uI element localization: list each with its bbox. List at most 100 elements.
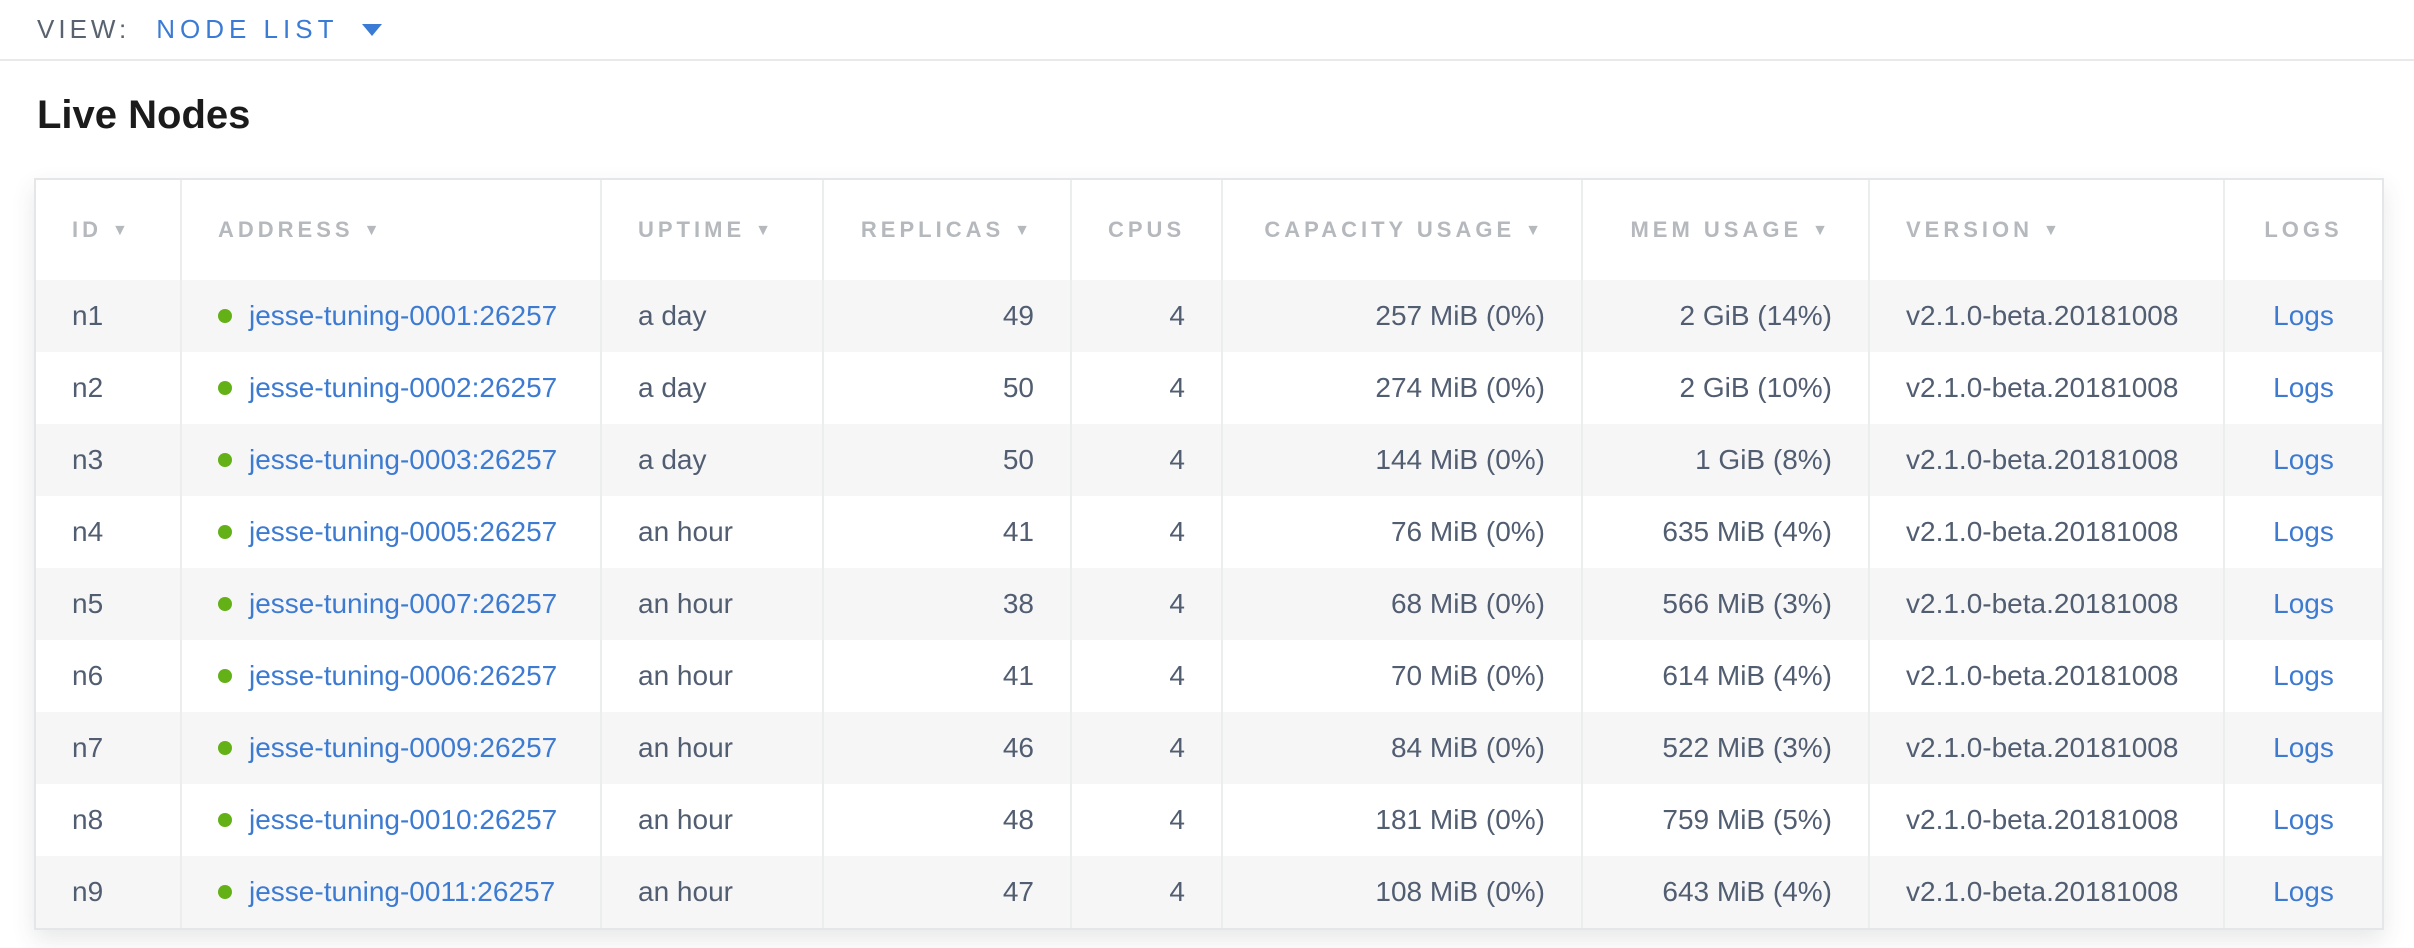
node-id-cell: n5 [36,568,182,640]
page-title: Live Nodes [37,93,251,137]
mem-usage-cell: 522 MiB (3%) [1583,712,1870,784]
version-cell: v2.1.0-beta.20181008 [1870,856,2225,928]
node-address-cell: jesse-tuning-0006:26257 [182,640,602,712]
node-address-cell: jesse-tuning-0001:26257 [182,280,602,352]
sort-arrow-icon: ▼ [2043,222,2063,239]
node-address-cell: jesse-tuning-0007:26257 [182,568,602,640]
node-row: n4 jesse-tuning-0005:26257 an hour 41 4 … [36,496,2382,568]
uptime-cell: a day [602,280,824,352]
logs-cell: Logs [2225,280,2382,352]
replicas-cell: 50 [824,352,1072,424]
logs-cell: Logs [2225,784,2382,856]
cpus-cell: 4 [1072,712,1223,784]
replicas-cell: 47 [824,856,1072,928]
logs-link[interactable]: Logs [2273,804,2334,835]
node-address-link[interactable]: jesse-tuning-0010:26257 [249,804,558,835]
node-row: n6 jesse-tuning-0006:26257 an hour 41 4 … [36,640,2382,712]
node-address-link[interactable]: jesse-tuning-0009:26257 [249,732,558,763]
node-address-link[interactable]: jesse-tuning-0005:26257 [249,516,558,547]
replicas-cell: 46 [824,712,1072,784]
mem-usage-cell: 635 MiB (4%) [1583,496,1870,568]
cpus-cell: 4 [1072,784,1223,856]
node-address-link[interactable]: jesse-tuning-0001:26257 [249,300,558,331]
replicas-cell: 50 [824,424,1072,496]
col-header-id[interactable]: ID ▼ [36,180,182,280]
cpus-cell: 4 [1072,424,1223,496]
logs-link[interactable]: Logs [2273,876,2334,907]
logs-link[interactable]: Logs [2273,444,2334,475]
nodes-table-body: n1 jesse-tuning-0001:26257 a day 49 4 25… [36,280,2382,928]
main-content: Live Nodes ID ▼ ADDRESS ▼ UPTIME ▼ REPLICAS… [0,93,2414,930]
node-address-cell: jesse-tuning-0003:26257 [182,424,602,496]
view-dropdown[interactable]: NODE LIST [156,14,383,45]
logs-cell: Logs [2225,568,2382,640]
logs-link[interactable]: Logs [2273,660,2334,691]
logs-link[interactable]: Logs [2273,588,2334,619]
node-row: n3 jesse-tuning-0003:26257 a day 50 4 14… [36,424,2382,496]
cpus-cell: 4 [1072,856,1223,928]
mem-usage-cell: 643 MiB (4%) [1583,856,1870,928]
node-row: n2 jesse-tuning-0002:26257 a day 50 4 27… [36,352,2382,424]
node-id-cell: n2 [36,352,182,424]
uptime-cell: an hour [602,712,824,784]
node-id-cell: n3 [36,424,182,496]
sort-arrow-icon: ▼ [755,222,775,239]
mem-usage-cell: 566 MiB (3%) [1583,568,1870,640]
capacity-usage-cell: 144 MiB (0%) [1223,424,1583,496]
version-cell: v2.1.0-beta.20181008 [1870,568,2225,640]
node-live-status-icon [218,597,232,611]
logs-cell: Logs [2225,496,2382,568]
capacity-usage-cell: 274 MiB (0%) [1223,352,1583,424]
node-row: n1 jesse-tuning-0001:26257 a day 49 4 25… [36,280,2382,352]
version-cell: v2.1.0-beta.20181008 [1870,712,2225,784]
node-live-status-icon [218,309,232,323]
logs-link[interactable]: Logs [2273,300,2334,331]
node-row: n5 jesse-tuning-0007:26257 an hour 38 4 … [36,568,2382,640]
sort-arrow-icon: ▼ [112,222,132,239]
col-header-address[interactable]: ADDRESS ▼ [182,180,602,280]
node-address-link[interactable]: jesse-tuning-0003:26257 [249,444,558,475]
col-header-mem-usage[interactable]: MEM USAGE ▼ [1583,180,1870,280]
chevron-down-icon [362,23,383,36]
col-header-capacity-usage[interactable]: CAPACITY USAGE ▼ [1223,180,1583,280]
capacity-usage-cell: 108 MiB (0%) [1223,856,1583,928]
node-address-link[interactable]: jesse-tuning-0011:26257 [249,876,556,907]
node-id-cell: n4 [36,496,182,568]
node-address-link[interactable]: jesse-tuning-0002:26257 [249,372,558,403]
node-address-cell: jesse-tuning-0009:26257 [182,712,602,784]
col-header-replicas[interactable]: REPLICAS ▼ [824,180,1072,280]
view-dropdown-value: NODE LIST [156,14,339,44]
cpus-cell: 4 [1072,640,1223,712]
logs-link[interactable]: Logs [2273,516,2334,547]
mem-usage-cell: 2 GiB (14%) [1583,280,1870,352]
col-header-logs: LOGS [2225,180,2382,280]
node-address-cell: jesse-tuning-0002:26257 [182,352,602,424]
logs-link[interactable]: Logs [2273,732,2334,763]
uptime-cell: an hour [602,568,824,640]
replicas-cell: 48 [824,784,1072,856]
version-cell: v2.1.0-beta.20181008 [1870,640,2225,712]
node-address-link[interactable]: jesse-tuning-0007:26257 [249,588,558,619]
node-row: n7 jesse-tuning-0009:26257 an hour 46 4 … [36,712,2382,784]
node-live-status-icon [218,741,232,755]
mem-usage-cell: 2 GiB (10%) [1583,352,1870,424]
col-header-uptime[interactable]: UPTIME ▼ [602,180,824,280]
version-cell: v2.1.0-beta.20181008 [1870,352,2225,424]
logs-link[interactable]: Logs [2273,372,2334,403]
sort-arrow-icon: ▼ [363,222,384,239]
node-address-link[interactable]: jesse-tuning-0006:26257 [249,660,558,691]
node-id-cell: n6 [36,640,182,712]
col-header-cpus: CPUS [1072,180,1223,280]
replicas-cell: 41 [824,640,1072,712]
node-id-cell: n9 [36,856,182,928]
sort-arrow-icon: ▼ [1525,222,1545,239]
cpus-cell: 4 [1072,496,1223,568]
replicas-cell: 41 [824,496,1072,568]
col-header-version[interactable]: VERSION ▼ [1870,180,2225,280]
uptime-cell: a day [602,352,824,424]
replicas-cell: 49 [824,280,1072,352]
version-cell: v2.1.0-beta.20181008 [1870,280,2225,352]
logs-cell: Logs [2225,640,2382,712]
node-live-status-icon [218,669,232,683]
sort-arrow-icon: ▼ [1812,222,1832,239]
